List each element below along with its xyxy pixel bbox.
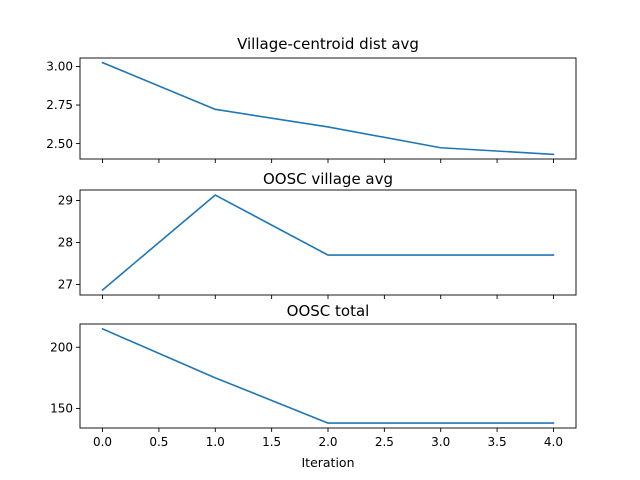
subplot-3-ytick-label: 150 bbox=[50, 402, 73, 416]
subplot-1-ytick-label: 2.50 bbox=[46, 137, 73, 151]
subplot-3-xtick-label: 0.0 bbox=[93, 435, 112, 449]
subplot-3-xtick-label: 3.5 bbox=[488, 435, 507, 449]
subplot-3-ytick-label: 200 bbox=[50, 340, 73, 354]
subplot-3-xtick-label: 4.0 bbox=[544, 435, 563, 449]
subplot-3-xtick-label: 1.0 bbox=[206, 435, 225, 449]
subplot-3-xtick-label: 0.5 bbox=[149, 435, 168, 449]
subplot-3-plot: 200 150 0.0 0.5 1.0 1.5 2.0 2.5 3.0 3.5 4.0 bbox=[50, 323, 577, 449]
subplot-2-title: OOSC village avg bbox=[263, 170, 393, 188]
subplot-1: Village-centroid dist avg 3.00 2.75 2.50 bbox=[46, 35, 577, 163]
subplot-1-plot: 3.00 2.75 2.50 bbox=[46, 57, 577, 163]
x-axis-label: Iteration bbox=[301, 455, 354, 470]
subplot-3: OOSC total 200 150 0.0 0.5 1.0 1.5 2.0 2.5 3.0 3.… bbox=[50, 302, 577, 470]
subplot-3-xtick-label: 3.0 bbox=[431, 435, 450, 449]
subplot-2-ytick-label: 28 bbox=[58, 236, 73, 250]
subplot-1-ytick-label: 3.00 bbox=[46, 60, 73, 74]
subplot-1-title: Village-centroid dist avg bbox=[237, 35, 419, 53]
subplot-1-axes-frame bbox=[79, 57, 577, 160]
subplot-3-title: OOSC total bbox=[287, 302, 370, 320]
subplot-3-series-line bbox=[101, 327, 555, 424]
subplot-3-xtick-label: 1.5 bbox=[262, 435, 281, 449]
subplot-3-xtick-label: 2.0 bbox=[318, 435, 337, 449]
subplot-2-ytick-label: 29 bbox=[58, 194, 73, 208]
subplot-3-axes-frame bbox=[79, 323, 577, 429]
subplot-3-xtick-label: 2.5 bbox=[375, 435, 394, 449]
subplot-1-series-line bbox=[101, 61, 555, 156]
subplot-2-plot: 29 28 27 bbox=[58, 189, 577, 299]
subplot-2-axes-frame bbox=[79, 189, 577, 296]
subplot-2-ytick-label: 27 bbox=[58, 278, 73, 292]
subplot-2: OOSC village avg 29 28 27 bbox=[58, 170, 577, 299]
subplot-1-ytick-label: 2.75 bbox=[46, 98, 73, 112]
subplot-2-series-line bbox=[101, 194, 555, 292]
